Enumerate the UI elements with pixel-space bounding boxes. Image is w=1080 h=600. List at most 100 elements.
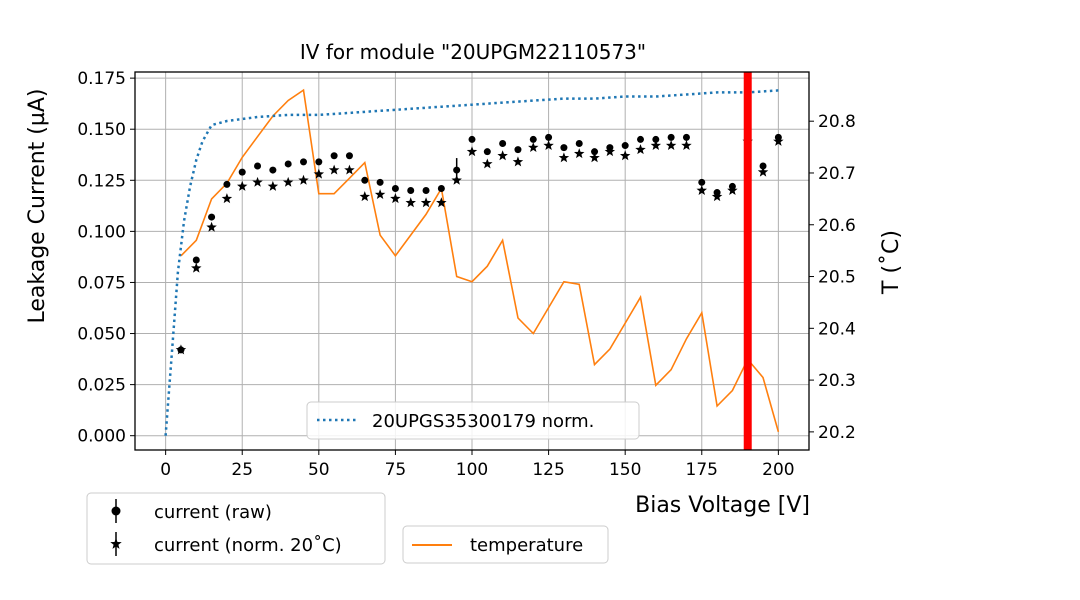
y2-tick-label: 20.6 <box>818 216 856 236</box>
raw-point <box>514 146 522 154</box>
raw-point <box>499 140 507 148</box>
x-tick-label: 200 <box>762 460 794 480</box>
norm-point <box>436 197 447 208</box>
raw-point <box>529 135 537 143</box>
raw-point <box>698 178 706 186</box>
raw-point <box>238 168 246 176</box>
norm-point <box>221 193 233 204</box>
raw-point <box>621 142 629 150</box>
raw-point <box>376 178 384 186</box>
y2-axis-ticks: 20.2 20.3 20.4 20.5 20.6 20.7 20.8 <box>809 112 856 443</box>
norm-point <box>681 140 692 151</box>
y2-tick-label: 20.5 <box>818 268 856 288</box>
sensor-legend: 20UPGS35300179 norm. <box>306 401 640 440</box>
current-norm-series <box>175 135 784 355</box>
norm-point <box>420 197 432 208</box>
raw-point <box>667 133 675 141</box>
y2-tick-label: 20.7 <box>818 164 856 184</box>
y-tick-label: 0.050 <box>77 325 126 345</box>
raw-point <box>407 187 415 195</box>
norm-point <box>650 140 662 151</box>
norm-point <box>328 164 340 175</box>
y-tick-label: 0.100 <box>77 222 126 242</box>
y2-tick-label: 20.2 <box>818 423 856 443</box>
norm-point <box>282 176 294 187</box>
raw-point <box>254 162 262 170</box>
norm-point <box>619 150 631 161</box>
norm-point <box>711 191 723 202</box>
norm-point <box>558 152 570 163</box>
main-legend: current (raw) current (norm. 20˚C) <box>86 492 386 565</box>
x-tick-label: 125 <box>532 460 564 480</box>
norm-point <box>512 156 524 167</box>
y2-tick-label: 20.8 <box>818 112 856 132</box>
norm-point <box>574 148 585 159</box>
x-tick-label: 100 <box>456 460 488 480</box>
raw-point <box>759 162 767 170</box>
raw-point <box>330 152 338 160</box>
x-tick-label: 75 <box>385 460 407 480</box>
raw-point <box>652 135 660 143</box>
norm-point <box>237 180 248 191</box>
raw-point <box>223 180 231 188</box>
y-axis-ticks: 0.000 0.025 0.050 0.075 0.100 0.125 0.150 0.175 <box>77 69 135 447</box>
norm-point <box>757 166 769 177</box>
temperature-series <box>180 88 780 433</box>
norm-point <box>451 174 462 185</box>
norm-point <box>191 262 202 273</box>
norm-point <box>267 180 279 191</box>
raw-legend-label: current (raw) <box>154 502 272 523</box>
raw-point <box>345 152 353 160</box>
raw-point <box>192 256 200 264</box>
norm-point <box>374 189 386 200</box>
raw-point <box>208 213 216 221</box>
raw-point <box>575 140 583 148</box>
norm-point <box>773 135 784 146</box>
raw-point <box>591 148 599 156</box>
x-tick-label: 0 <box>160 460 171 480</box>
norm-point <box>543 140 554 151</box>
norm-legend-marker <box>110 538 122 549</box>
raw-point <box>560 144 568 152</box>
temperature-line <box>180 88 780 433</box>
x-axis-label: Bias Voltage [V] <box>635 493 810 518</box>
norm-point <box>604 146 616 157</box>
norm-point <box>635 144 646 155</box>
y-tick-label: 0.150 <box>77 120 126 140</box>
current-raw-series <box>177 129 782 354</box>
norm-point <box>727 185 738 195</box>
x-tick-label: 175 <box>686 460 718 480</box>
norm-point <box>405 197 416 208</box>
raw-point <box>637 135 644 143</box>
raw-point <box>269 166 277 174</box>
norm-point <box>466 146 478 157</box>
x-tick-label: 150 <box>609 460 641 480</box>
norm-point <box>497 150 508 161</box>
norm-point <box>206 221 217 232</box>
x-tick-label: 25 <box>231 460 253 480</box>
raw-point <box>483 148 491 156</box>
sensor-series <box>164 89 779 436</box>
norm-point <box>665 140 677 151</box>
chart-title: IV for module "20UPGM22110573" <box>300 40 646 64</box>
norm-point <box>313 168 325 179</box>
y-tick-label: 0.075 <box>77 273 126 293</box>
y2-tick-label: 20.3 <box>818 371 856 391</box>
gridlines <box>135 72 809 450</box>
norm-point <box>175 344 187 355</box>
raw-point <box>468 135 476 143</box>
norm-point <box>696 185 707 195</box>
y-tick-label: 0.175 <box>77 69 126 89</box>
y2-tick-label: 20.4 <box>818 319 856 339</box>
raw-point <box>284 160 292 168</box>
raw-point <box>453 166 461 174</box>
raw-point <box>315 158 323 166</box>
raw-point <box>300 158 307 166</box>
sensor-legend-label: 20UPGS35300179 norm. <box>372 411 594 432</box>
y-tick-label: 0.000 <box>77 427 126 447</box>
y-tick-label: 0.125 <box>77 171 126 191</box>
temperature-legend: temperature <box>402 525 609 564</box>
norm-point <box>359 191 370 202</box>
raw-point <box>682 133 690 141</box>
